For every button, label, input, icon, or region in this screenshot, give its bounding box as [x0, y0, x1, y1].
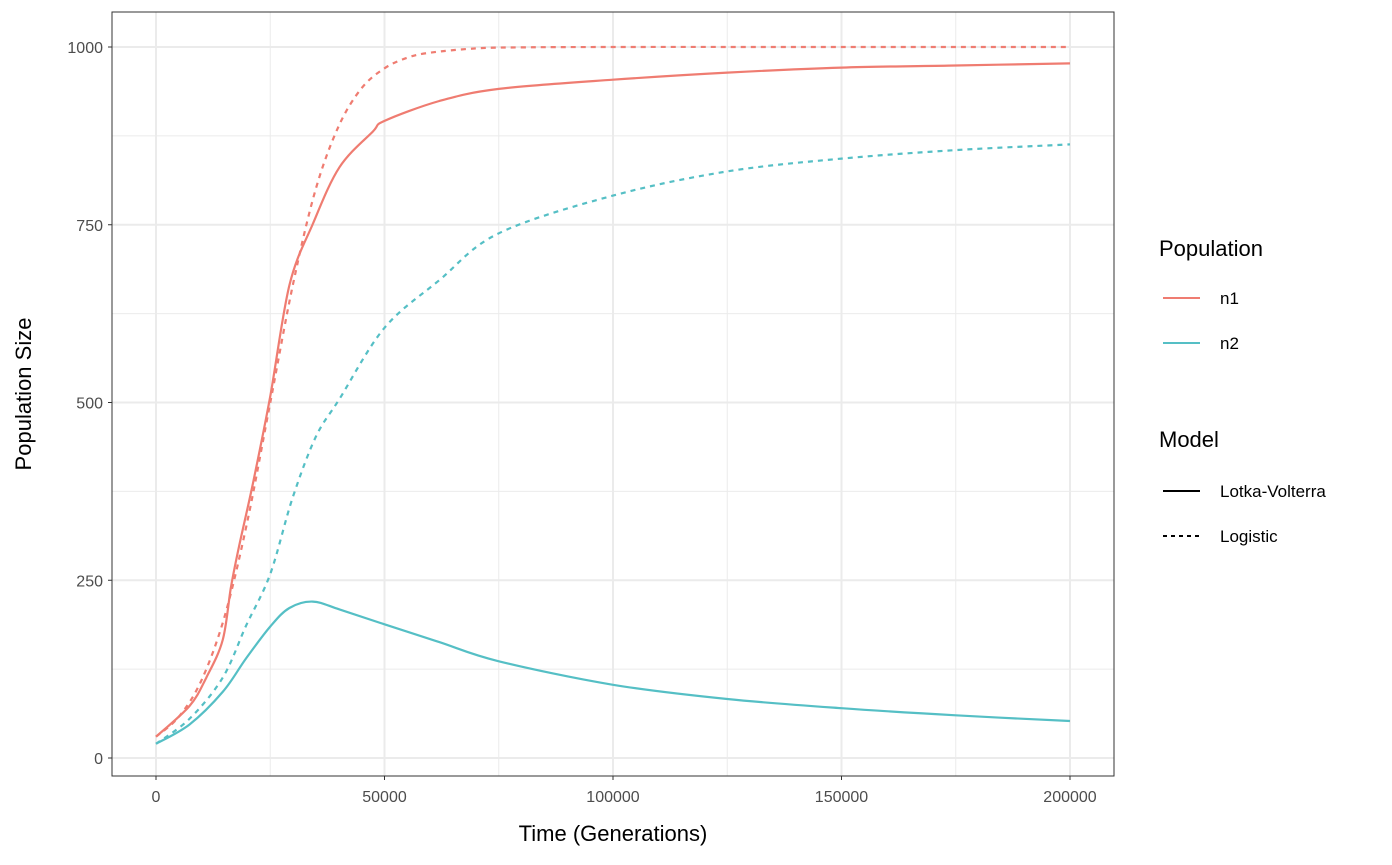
- y-tick-label: 0: [94, 751, 103, 768]
- y-axis: 0 250 500 750 1000: [67, 40, 112, 768]
- series-line-n1-logistic: [155, 45, 1070, 738]
- y-axis-title: Population Size: [11, 318, 36, 471]
- x-tick-label: 50000: [362, 789, 407, 806]
- y-tick-label: 500: [76, 396, 103, 413]
- x-tick-label: 200000: [1043, 789, 1096, 806]
- legend-label-lotka-volterra: Lotka-Volterra: [1220, 482, 1326, 501]
- x-tick-label: 100000: [586, 789, 639, 806]
- legend-label-n2: n2: [1220, 334, 1239, 353]
- x-axis-title: Time (Generations): [519, 821, 708, 846]
- legend-population: Population n1 n2: [1159, 236, 1263, 353]
- series-line-n2-lotka-volterra: [155, 600, 1071, 745]
- y-tick-label: 750: [76, 218, 103, 235]
- legend-label-logistic: Logistic: [1220, 527, 1278, 546]
- x-axis: 0 50000 100000 150000 200000: [152, 776, 1097, 806]
- y-tick-label: 250: [76, 573, 103, 590]
- y-tick-label: 1000: [67, 40, 103, 57]
- series-layer: [155, 45, 1071, 745]
- legend-title-model: Model: [1159, 427, 1219, 452]
- series-line-n1-lotka-volterra: [155, 62, 1071, 738]
- legend-title-population: Population: [1159, 236, 1263, 261]
- grid-major: [112, 12, 1114, 776]
- legend-model: Model Lotka-Volterra Logistic: [1159, 427, 1326, 546]
- legend-label-n1: n1: [1220, 289, 1239, 308]
- x-tick-label: 0: [152, 789, 161, 806]
- x-tick-label: 150000: [815, 789, 868, 806]
